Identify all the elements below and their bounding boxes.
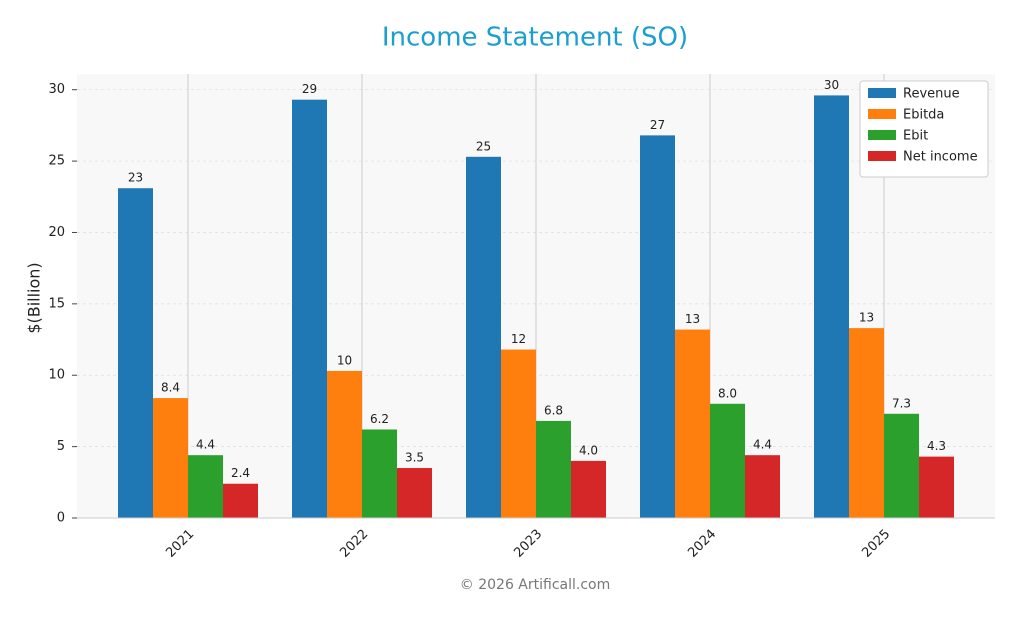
x-tick-label: 2025	[859, 527, 893, 561]
bar	[536, 420, 571, 518]
value-label: 12	[511, 332, 526, 346]
legend-label: Net income	[903, 150, 978, 165]
value-label: 25	[476, 139, 491, 153]
value-label: 23	[128, 171, 143, 185]
bar	[675, 329, 710, 518]
bar	[571, 460, 606, 518]
legend-swatch	[868, 88, 896, 98]
value-label: 8.4	[161, 381, 180, 395]
y-axis-label: $(Billion)	[25, 262, 44, 333]
value-label: 4.3	[927, 439, 946, 453]
value-label: 13	[859, 311, 874, 325]
bar	[397, 468, 432, 518]
bar	[849, 328, 884, 518]
value-label: 13	[685, 312, 700, 326]
x-tick-label: 2021	[163, 527, 197, 561]
legend-swatch	[868, 109, 896, 119]
y-tick-label: 10	[48, 368, 65, 383]
y-tick-label: 15	[48, 296, 65, 311]
value-label: 27	[650, 118, 665, 132]
bar	[466, 156, 501, 518]
bar	[327, 370, 362, 518]
y-tick-label: 25	[48, 154, 65, 169]
bar	[501, 349, 536, 518]
value-label: 4.4	[753, 438, 772, 452]
legend-label: Ebitda	[903, 108, 944, 123]
value-label: 10	[337, 353, 352, 367]
bar	[814, 95, 849, 518]
legend-swatch	[868, 151, 896, 161]
x-tick-label: 2024	[685, 527, 719, 561]
y-tick-label: 0	[57, 511, 65, 526]
y-tick-label: 20	[48, 225, 65, 240]
value-label: 6.2	[370, 412, 389, 426]
y-tick-label: 30	[48, 82, 65, 97]
footer: © 2026 Artificall.com	[460, 577, 610, 593]
bar	[362, 429, 397, 518]
value-label: 29	[302, 82, 317, 96]
y-tick-label: 5	[57, 439, 65, 454]
bar	[153, 398, 188, 518]
x-tick-label: 2023	[511, 527, 545, 561]
value-label: 7.3	[892, 396, 911, 410]
legend-swatch	[868, 130, 896, 140]
bar	[118, 188, 153, 518]
bar	[188, 455, 223, 518]
value-label: 3.5	[405, 451, 424, 465]
bar	[745, 455, 780, 518]
value-label: 30	[824, 78, 839, 92]
bar	[884, 413, 919, 518]
value-label: 4.4	[196, 438, 215, 452]
legend-label: Ebit	[903, 129, 928, 144]
chart-title: Income Statement (SO)	[382, 23, 688, 53]
value-label: 8.0	[718, 386, 737, 400]
bar	[710, 403, 745, 518]
value-label: 2.4	[231, 466, 250, 480]
bar	[292, 99, 327, 518]
legend-label: Revenue	[903, 87, 960, 102]
x-tick-label: 2022	[337, 527, 371, 561]
value-label: 6.8	[544, 403, 563, 417]
bar	[919, 456, 954, 518]
bar	[223, 483, 258, 518]
value-label: 4.0	[579, 443, 598, 457]
bar	[640, 135, 675, 518]
